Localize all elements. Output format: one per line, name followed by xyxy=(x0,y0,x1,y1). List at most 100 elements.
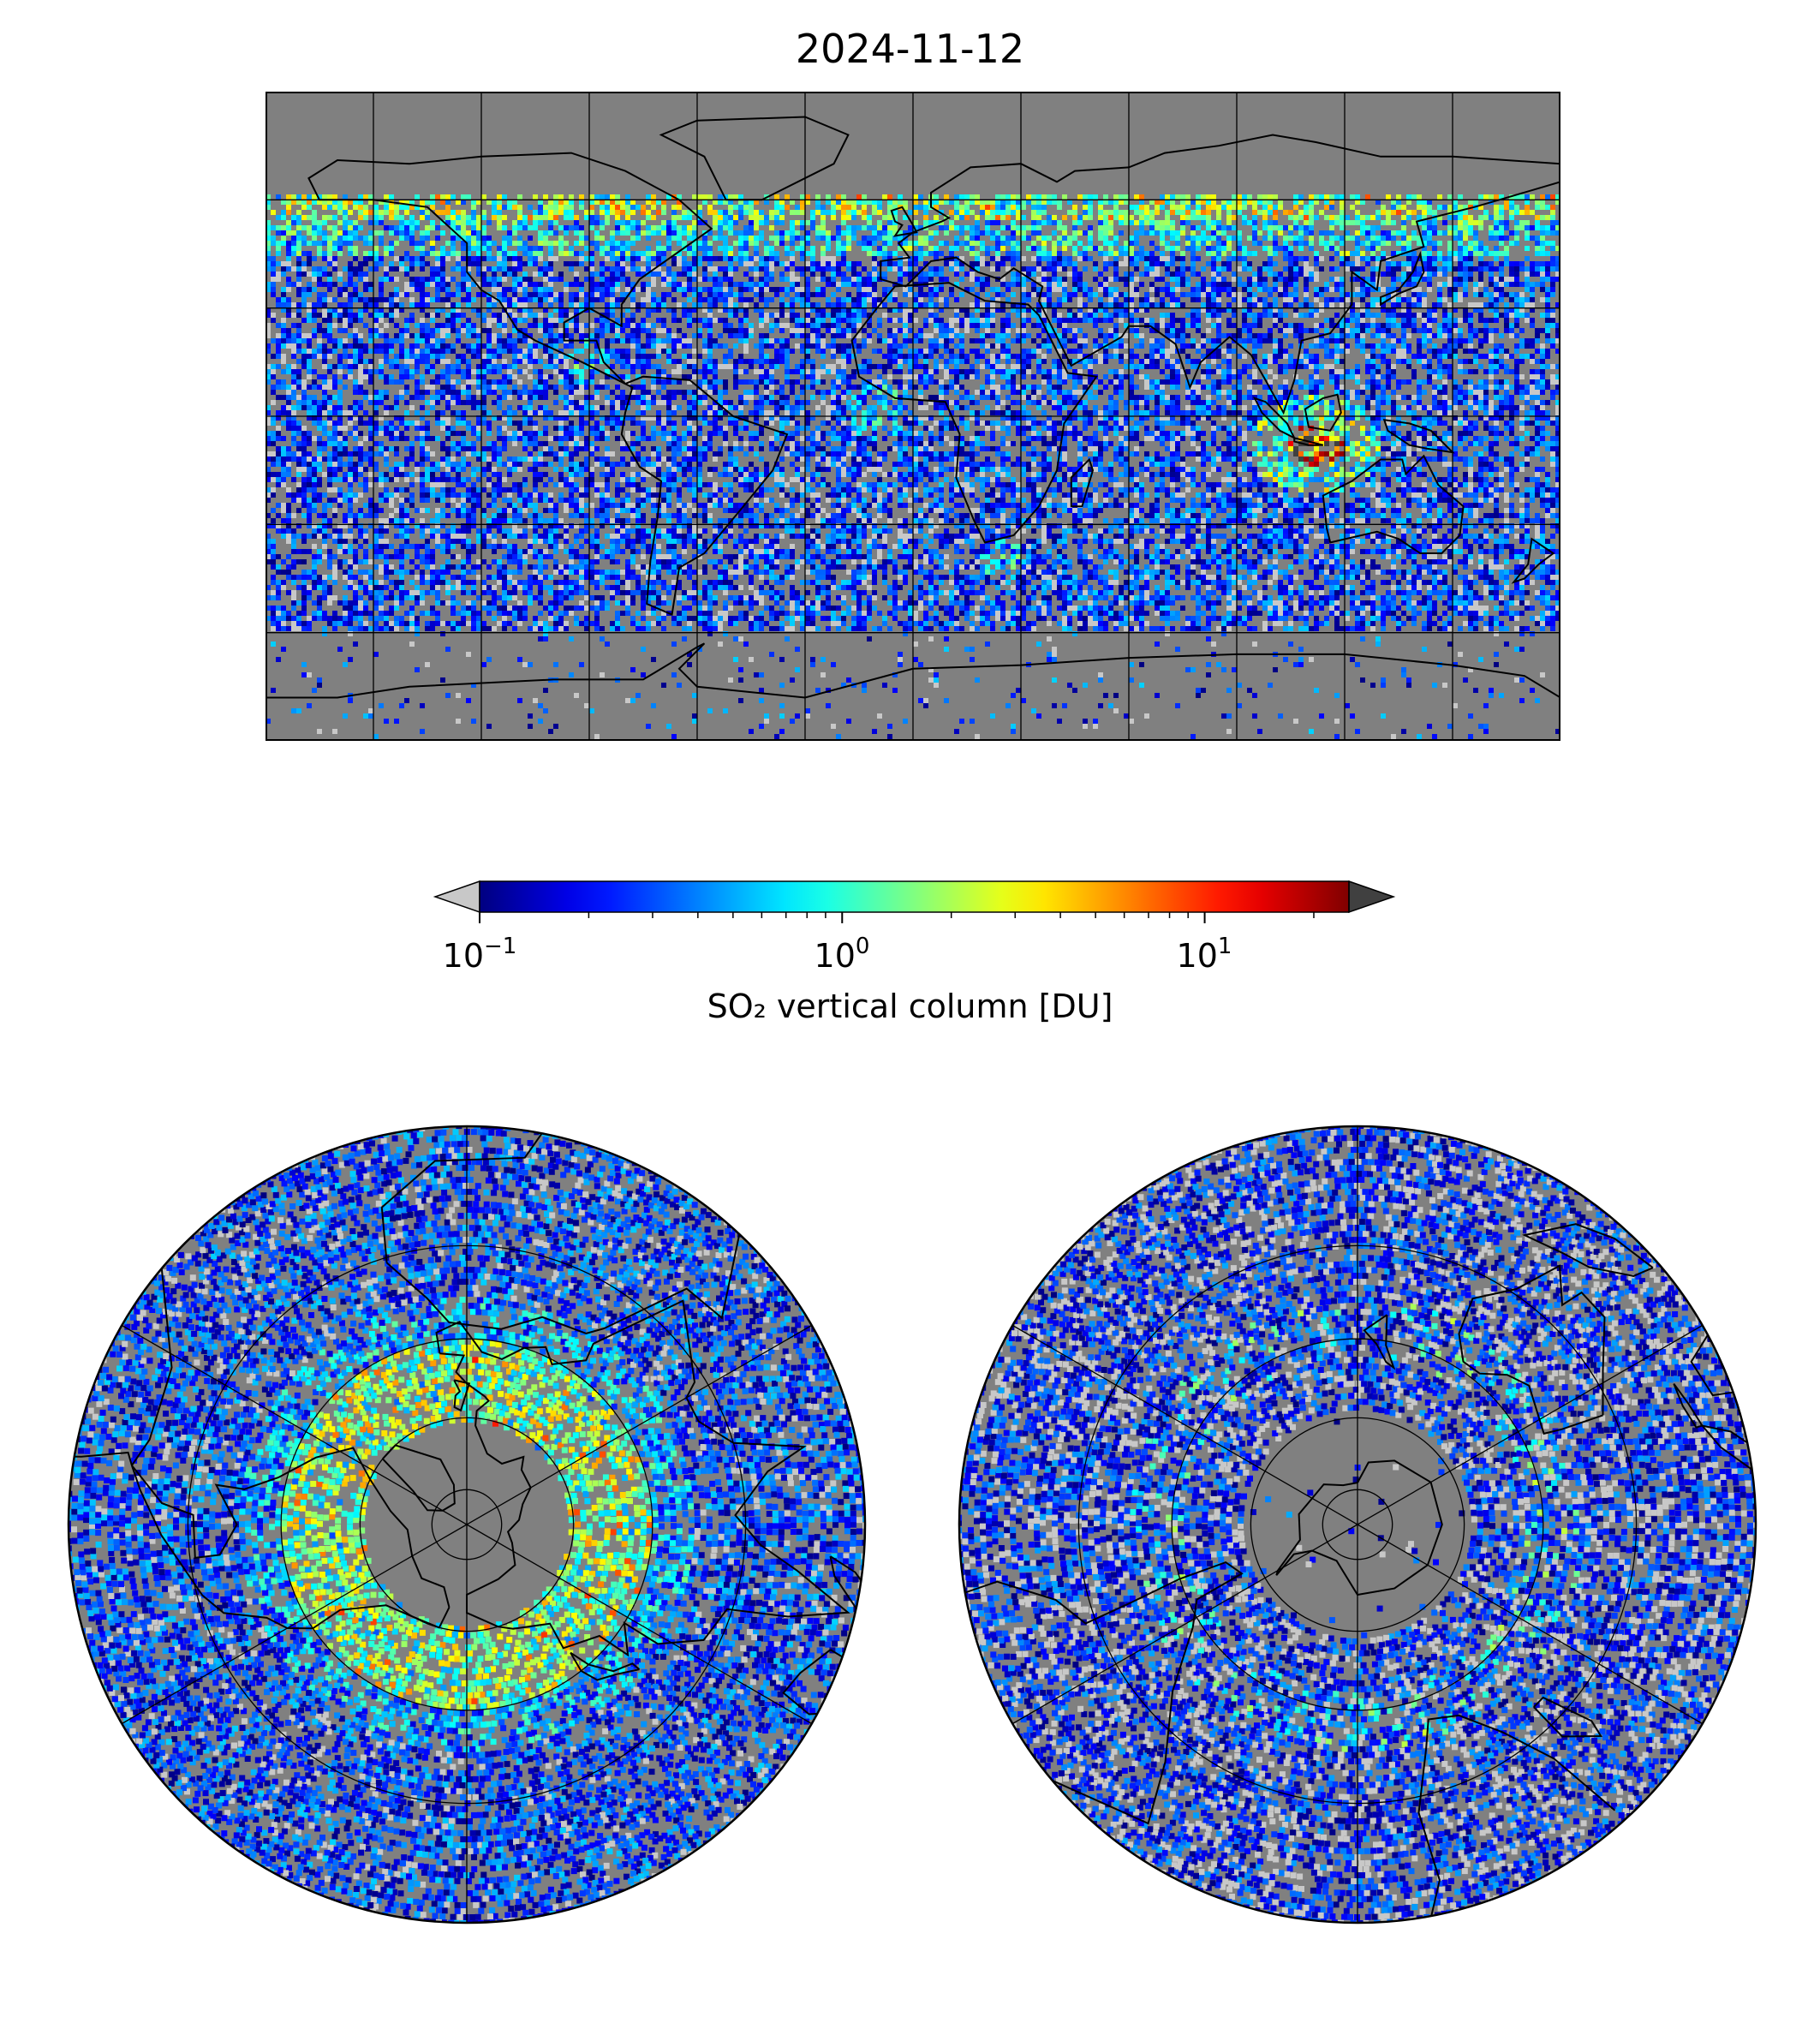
global-data-cell xyxy=(1268,338,1273,343)
global-data-cell xyxy=(435,292,440,297)
global-data-cell xyxy=(451,266,456,272)
global-data-cell xyxy=(769,343,774,349)
global-data-cell xyxy=(317,225,322,230)
global-data-cell xyxy=(1525,266,1530,272)
global-data-cell xyxy=(759,313,764,318)
global-data-cell xyxy=(790,302,795,307)
global-data-cell xyxy=(1324,200,1329,205)
global-data-cell xyxy=(558,318,564,323)
global-data-cell xyxy=(415,220,420,225)
global-data-cell xyxy=(389,292,394,297)
global-data-cell xyxy=(1273,302,1278,307)
global-data-cell xyxy=(1555,220,1560,225)
global-data-cell xyxy=(430,225,435,230)
global-data-cell xyxy=(1047,287,1052,292)
global-data-cell xyxy=(1401,313,1406,318)
global-data-cell xyxy=(687,210,692,215)
global-data-cell xyxy=(913,205,918,210)
global-data-cell xyxy=(975,302,980,307)
global-data-cell xyxy=(1463,272,1468,277)
global-data-cell xyxy=(1437,287,1442,292)
global-data-cell xyxy=(903,338,908,343)
global-data-cell xyxy=(707,313,713,318)
global-data-cell xyxy=(353,328,358,333)
global-data-cell xyxy=(615,272,620,277)
global-data-cell xyxy=(1257,210,1262,215)
global-data-cell xyxy=(296,333,301,338)
global-data-cell xyxy=(1283,251,1288,256)
global-data-cell xyxy=(764,272,769,277)
global-data-cell xyxy=(877,261,882,266)
global-data-cell xyxy=(363,236,368,241)
global-data-cell xyxy=(517,225,522,230)
global-data-cell xyxy=(723,266,728,272)
global-data-cell xyxy=(1021,287,1026,292)
global-data-cell xyxy=(451,277,456,282)
global-data-cell xyxy=(903,328,908,333)
global-data-cell xyxy=(276,333,281,338)
global-data-cell xyxy=(723,292,728,297)
global-data-cell xyxy=(1453,251,1458,256)
global-data-cell xyxy=(451,246,456,251)
global-data-cell xyxy=(1139,282,1144,287)
global-data-cell xyxy=(800,272,805,277)
global-data-cell xyxy=(466,261,471,266)
global-data-cell xyxy=(600,292,605,297)
global-data-cell xyxy=(1175,266,1180,272)
global-data-cell xyxy=(666,333,671,338)
global-data-cell xyxy=(666,282,671,287)
global-data-cell xyxy=(1494,313,1499,318)
global-data-cell xyxy=(1432,318,1437,323)
global-data-cell xyxy=(687,266,692,272)
global-data-cell xyxy=(718,307,723,313)
global-data-cell xyxy=(312,307,317,313)
global-data-cell xyxy=(990,297,995,302)
global-data-cell xyxy=(1108,200,1113,205)
global-data-cell xyxy=(348,200,353,205)
global-data-cell xyxy=(980,205,985,210)
global-data-cell xyxy=(548,328,553,333)
global-data-cell xyxy=(1489,272,1494,277)
global-data-cell xyxy=(1288,302,1293,307)
global-data-cell xyxy=(522,241,528,246)
global-data-cell xyxy=(913,307,918,313)
global-data-cell xyxy=(702,246,707,251)
global-data-cell xyxy=(564,313,569,318)
global-data-cell xyxy=(1180,328,1185,333)
global-data-cell xyxy=(779,236,785,241)
global-data-cell xyxy=(1021,215,1026,220)
global-data-cell xyxy=(1201,210,1206,215)
global-data-cell xyxy=(1216,328,1221,333)
global-data-cell xyxy=(1447,338,1453,343)
global-data-cell xyxy=(851,277,856,282)
global-data-cell xyxy=(517,287,522,292)
global-data-cell xyxy=(337,338,343,343)
global-data-cell xyxy=(1545,292,1550,297)
global-data-cell xyxy=(707,292,713,297)
global-data-cell xyxy=(934,256,939,261)
global-data-cell xyxy=(1216,282,1221,287)
global-data-cell xyxy=(1247,277,1252,282)
global-data-cell xyxy=(1391,236,1396,241)
global-data-cell xyxy=(1113,194,1119,200)
global-data-cell xyxy=(1396,297,1401,302)
global-data-cell xyxy=(651,230,656,236)
global-data-cell xyxy=(358,333,363,338)
global-data-cell xyxy=(1273,282,1278,287)
global-data-cell xyxy=(1288,266,1293,272)
global-data-cell xyxy=(1170,230,1175,236)
global-data-cell xyxy=(564,287,569,292)
global-data-cell xyxy=(1072,266,1077,272)
global-data-cell xyxy=(1319,307,1324,313)
global-data-cell xyxy=(1103,210,1108,215)
global-data-cell xyxy=(286,256,291,261)
global-data-cell xyxy=(980,261,985,266)
global-data-cell xyxy=(456,318,461,323)
global-data-cell xyxy=(389,261,394,266)
global-data-cell xyxy=(332,266,337,272)
global-data-cell xyxy=(1370,287,1375,292)
global-data-cell xyxy=(1155,323,1160,328)
global-data-cell xyxy=(923,215,928,220)
global-data-cell xyxy=(1545,266,1550,272)
global-data-cell xyxy=(271,277,276,282)
